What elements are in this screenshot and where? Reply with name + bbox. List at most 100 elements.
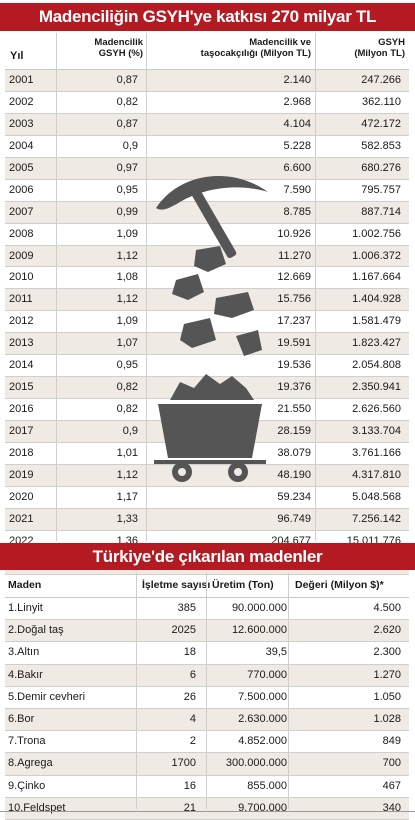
cell-mining-value: 48.190 (277, 468, 311, 481)
cell-gdp: 362.110 (362, 95, 401, 108)
cell-mining-value: 2.140 (283, 74, 311, 86)
header-mining-value-line1: Madencilik ve (249, 37, 311, 48)
header-mineral: Maden (8, 579, 42, 591)
cell-year: 2013 (9, 337, 34, 350)
table2-divider (136, 573, 137, 809)
table-row: 2002 0,82 2.968 362.110 (5, 91, 409, 114)
table-row: 2008 1,09 10.926 1.002.756 (5, 223, 409, 246)
table2-divider (288, 573, 289, 809)
cell-mining-share: 1,01 (116, 446, 138, 459)
cell-gdp: 7.256.142 (352, 512, 401, 525)
cell-mineral: 8.Agrega (8, 757, 53, 770)
cell-mining-share: 0,82 (116, 95, 138, 108)
header-year: Yıl (10, 50, 24, 62)
table-row: 2004 0,9 5.228 582.853 (5, 135, 409, 158)
cell-gdp: 2.626.560 (352, 403, 401, 416)
bottom-rule (0, 811, 415, 812)
cell-year: 2005 (9, 161, 34, 174)
cell-production: 12.600.000 (231, 624, 287, 637)
cell-value: 1.270 (373, 668, 401, 681)
table2-body: 1.Linyit 385 90.000.000 4.500 2.Doğal taş 202… (5, 598, 409, 820)
cell-production: 770.000 (247, 668, 287, 681)
cell-gdp: 1.581.479 (352, 315, 401, 328)
cell-year: 2006 (9, 183, 34, 196)
cell-mining-value: 96.749 (277, 512, 311, 525)
cell-year: 2007 (9, 205, 34, 218)
cell-mining-value: 19.536 (277, 359, 311, 372)
cell-production: 2.630.000 (238, 712, 287, 725)
cell-year: 2011 (9, 293, 33, 306)
cell-year: 2012 (9, 315, 34, 328)
cell-year: 2008 (9, 227, 34, 240)
header-mining-share-line2: GSYH (%) (98, 48, 143, 59)
cell-mineral: 6.Bor (8, 712, 35, 725)
header-value: Değeri (Milyon $)* (295, 579, 384, 591)
cell-gdp: 3.133.704 (352, 425, 401, 437)
cell-gdp: 472.172 (361, 117, 401, 130)
cell-value: 467 (382, 779, 401, 792)
cell-gdp: 247.266 (361, 74, 401, 86)
cell-mining-share: 1,33 (116, 512, 138, 525)
header-mining-share-line1: Madencilik (94, 37, 143, 48)
table2-title: Türkiye'de çıkarılan madenler (0, 543, 415, 570)
cell-gdp: 1.167.664 (352, 271, 401, 284)
cell-gdp: 2.350.941 (352, 381, 401, 394)
cell-value: 1.028 (373, 712, 401, 725)
cell-mining-value: 11.270 (278, 249, 311, 262)
header-mining-value: Madencilik ve taşocakçılığı (Milyon TL) (173, 37, 311, 59)
cell-gdp: 1.002.756 (352, 227, 401, 240)
cell-mining-value: 17.237 (277, 315, 311, 328)
table-row: 8.Agrega 1700 300.000.000 700 (5, 753, 409, 776)
cell-mining-share: 0,9 (122, 425, 138, 437)
cell-mining-value: 12.669 (277, 271, 311, 284)
table-row: 1.Linyit 385 90.000.000 4.500 (5, 598, 409, 621)
cell-mining-share: 0,95 (116, 183, 138, 196)
cell-year: 2015 (9, 381, 34, 394)
cell-year: 2016 (9, 403, 34, 416)
table-row: 2021 1,33 96.749 7.256.142 (5, 508, 409, 531)
cell-mineral: 10.Feldspet (8, 801, 66, 814)
cell-gdp: 1.404.928 (352, 293, 401, 306)
cell-year: 2014 (9, 359, 34, 372)
table-row: 2003 0,87 4.104 472.172 (5, 113, 409, 136)
table1-title: Madenciliğin GSYH'ye katkısı 270 milyar … (0, 3, 415, 31)
header-mining-value-line2: taşocakçılığı (Milyon TL) (200, 48, 311, 59)
cell-mineral: 5.Demir cevheri (8, 690, 86, 703)
cell-operations: 26 (183, 690, 196, 703)
cell-production: 300.000.000 (225, 757, 287, 770)
header-gdp-line2: (Milyon TL) (354, 48, 405, 59)
cell-value: 1.050 (373, 690, 401, 703)
cell-mining-share: 1,08 (116, 271, 138, 284)
cell-gdp: 2.054.808 (352, 359, 401, 372)
table2-divider (206, 573, 207, 809)
table-row: 5.Demir cevheri 26 7.500.000 1.050 (5, 686, 409, 709)
cell-mining-share: 0,82 (116, 403, 138, 416)
table-row: 2.Doğal taş 2025 12.600.000 2.620 (5, 620, 409, 643)
table-row: 2010 1,08 12.669 1.167.664 (5, 267, 409, 290)
cell-mining-value: 7.590 (283, 183, 311, 196)
header-gdp-line1: GSYH (378, 37, 405, 48)
table1-divider (146, 33, 147, 541)
table-row: 2019 1,12 48.190 4.317.810 (5, 464, 409, 487)
table1-divider (56, 33, 57, 541)
table-row: 2020 1,17 59.234 5.048.568 (5, 486, 409, 509)
cell-mineral: 3.Altın (8, 646, 40, 659)
cell-year: 2004 (9, 139, 34, 152)
cell-operations: 2 (189, 735, 196, 748)
cell-gdp: 887.714 (361, 205, 401, 218)
header-mining-share: Madencilik GSYH (%) (65, 37, 143, 59)
cell-gdp: 1.823.427 (352, 337, 401, 350)
cell-mining-share: 1,07 (116, 337, 138, 350)
table-row: 10.Feldspet 21 9.700.000 340 (5, 797, 409, 820)
cell-production: 4.852.000 (238, 735, 287, 748)
table-row: 6.Bor 4 2.630.000 1.028 (5, 708, 409, 732)
cell-mining-value: 8.785 (283, 205, 311, 218)
cell-mining-value: 19.591 (277, 337, 311, 350)
cell-gdp: 795.757 (361, 183, 401, 196)
table-row: 2013 1,07 19.591 1.823.427 (5, 333, 409, 356)
cell-mining-value: 19.376 (277, 381, 311, 394)
cell-mining-value: 4.104 (283, 117, 311, 130)
cell-operations: 385 (177, 602, 196, 614)
cell-year: 2017 (9, 425, 34, 437)
